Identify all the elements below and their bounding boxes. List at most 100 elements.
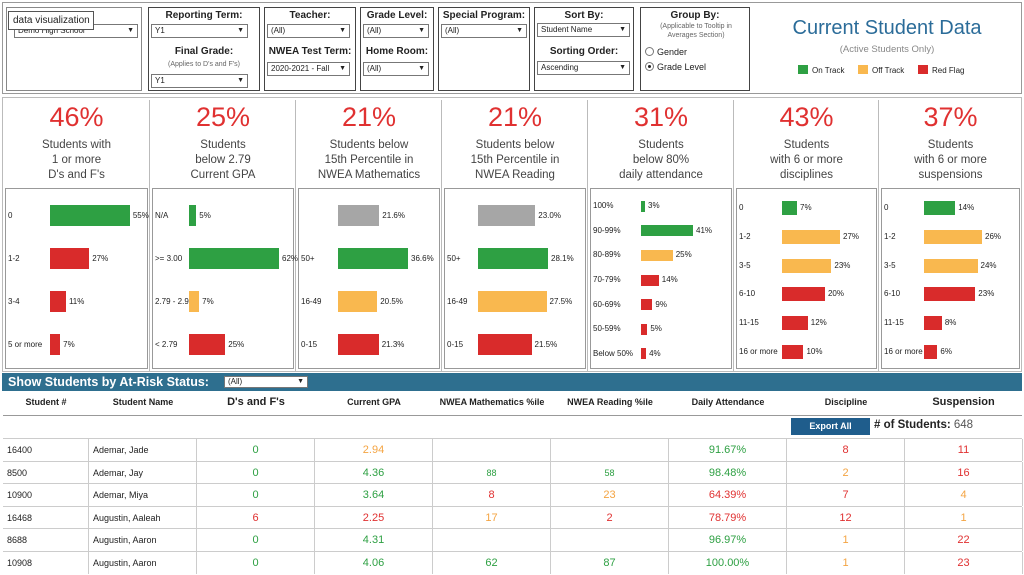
at-risk-select[interactable]: (All) ▼: [224, 376, 308, 388]
metric-cell: 4.36: [315, 461, 433, 484]
bar[interactable]: [641, 323, 648, 335]
bar-category-label: 3-4: [8, 296, 20, 306]
bar[interactable]: [338, 205, 380, 226]
kpi-tile: 25% Students below 2.79 Current GPA: [151, 100, 295, 187]
metric-cell: 62: [433, 551, 551, 574]
bar[interactable]: [782, 258, 832, 273]
bar[interactable]: [50, 291, 66, 312]
bar[interactable]: [189, 205, 197, 226]
bar[interactable]: [641, 274, 659, 286]
bar-chart-panel: [444, 188, 586, 369]
final-grade-select[interactable]: Y1 ▼: [151, 74, 248, 88]
bar[interactable]: [782, 230, 840, 244]
column-header[interactable]: D's and F's: [227, 396, 285, 408]
metric-cell: 96.97%: [669, 529, 787, 551]
legend-red-flag: Red Flag: [918, 65, 964, 75]
bar-category-label: 0: [8, 210, 13, 220]
table-row[interactable]: 16400 Ademar, Jade 0 2.94 91.67% 8 11: [3, 438, 1023, 461]
kpi-percent: 37%: [923, 102, 978, 132]
bar[interactable]: [782, 287, 825, 302]
bar[interactable]: [338, 334, 379, 355]
column-header[interactable]: NWEA Mathematics %ile: [439, 397, 545, 407]
column-header[interactable]: Daily Attendance: [691, 397, 765, 407]
metric-cell: 0: [197, 461, 315, 484]
kpi-percent: 43%: [779, 102, 834, 132]
sort-by-select[interactable]: Student Name ▼: [537, 23, 630, 37]
bar[interactable]: [189, 291, 200, 312]
bar[interactable]: [338, 248, 408, 269]
bar[interactable]: [782, 316, 808, 330]
bar[interactable]: [924, 344, 938, 359]
kpi-tile: 37% Students with 6 or more suspensions: [880, 100, 1021, 187]
home-room-select[interactable]: (All) ▼: [363, 62, 429, 76]
nwea-term-select[interactable]: 2020-2021 - Fall ▼: [267, 62, 350, 76]
bar-category-label: 16 or more: [739, 346, 778, 356]
bar[interactable]: [338, 291, 378, 312]
bar[interactable]: [189, 334, 226, 355]
sorting-order-select[interactable]: Ascending ▼: [537, 61, 630, 75]
column-header[interactable]: Student #: [25, 397, 67, 407]
table-row[interactable]: 10900 Ademar, Miya 0 3.64 8 23 64.39% 7 4: [3, 483, 1023, 506]
table-row[interactable]: 10908 Augustin, Aaron 0 4.06 62 87 100.00% 1 23: [3, 550, 1023, 574]
reporting-term-select[interactable]: Y1 ▼: [151, 24, 248, 38]
bar[interactable]: [924, 258, 978, 273]
column-header[interactable]: Discipline: [824, 397, 868, 407]
bar[interactable]: [641, 200, 645, 212]
column-header[interactable]: Current GPA: [347, 397, 401, 407]
bar[interactable]: [478, 205, 536, 226]
bar[interactable]: [782, 344, 804, 359]
export-all-button[interactable]: Export All: [791, 418, 870, 435]
bar-value-label: 5%: [650, 324, 662, 334]
student-id-cell: 16468: [3, 506, 89, 529]
group-by-grade-level-radio[interactable]: Grade Level: [645, 62, 706, 72]
kpi-description-line: daily attendance: [619, 169, 703, 181]
group-by-gender-radio[interactable]: Gender: [645, 47, 687, 57]
grade-level-select[interactable]: (All) ▼: [363, 24, 429, 38]
bar[interactable]: [641, 249, 673, 261]
bar[interactable]: [50, 248, 90, 269]
bar[interactable]: [641, 348, 647, 360]
metric-cell: 91.67%: [669, 439, 787, 461]
bar[interactable]: [924, 201, 956, 216]
bar-value-label: 23%: [834, 260, 851, 270]
student-name-cell: Ademar, Jade: [89, 439, 197, 461]
group-by-label: Group By:: [670, 10, 720, 21]
chevron-down-icon: ▼: [619, 64, 626, 71]
bar[interactable]: [478, 334, 532, 355]
metric-cell: [433, 439, 551, 461]
bar[interactable]: [50, 334, 61, 355]
bar-category-label: 50-59%: [593, 324, 621, 334]
table-row[interactable]: 8688 Augustin, Aaron 0 4.31 96.97% 1 22: [3, 528, 1023, 551]
table-row[interactable]: 16468 Augustin, Aaleah 6 2.25 17 2 78.79% 12 1: [3, 505, 1023, 529]
special-program-select[interactable]: (All) ▼: [441, 24, 527, 38]
filter-bar: [2, 2, 1022, 94]
bar[interactable]: [189, 248, 279, 269]
grade-level-label: Grade Level:: [366, 10, 428, 21]
bar[interactable]: [924, 230, 982, 244]
bar[interactable]: [924, 287, 976, 302]
metric-cell: [433, 529, 551, 551]
at-risk-band: Show Students by At-Risk Status: (All) ▼: [2, 373, 1022, 391]
panel-divider: [733, 100, 734, 372]
bar[interactable]: [641, 299, 653, 311]
bar-category-label: 0: [739, 203, 744, 213]
table-row[interactable]: 8500 Ademar, Jay 0 4.36 88 58 98.48% 2 16: [3, 460, 1023, 484]
bar[interactable]: [478, 291, 547, 312]
bar[interactable]: [924, 316, 942, 330]
metric-cell: 23: [551, 484, 669, 506]
metric-cell: 0: [197, 529, 315, 551]
bar-value-label: 23.0%: [538, 210, 561, 220]
bar[interactable]: [50, 205, 130, 226]
column-header[interactable]: NWEA Reading %ile: [567, 397, 653, 407]
metric-cell: 0: [197, 551, 315, 574]
column-header[interactable]: Suspension: [932, 396, 995, 408]
column-header[interactable]: Student Name: [112, 397, 174, 407]
bar[interactable]: [641, 225, 693, 237]
bar-category-label: 50+: [301, 253, 315, 263]
teacher-select[interactable]: (All) ▼: [267, 24, 350, 38]
bar[interactable]: [478, 248, 548, 269]
bar-value-label: 26%: [985, 232, 1002, 241]
bar[interactable]: [782, 201, 798, 216]
metric-cell: 17: [433, 506, 551, 529]
kpi-description-line: suspensions: [918, 169, 983, 181]
